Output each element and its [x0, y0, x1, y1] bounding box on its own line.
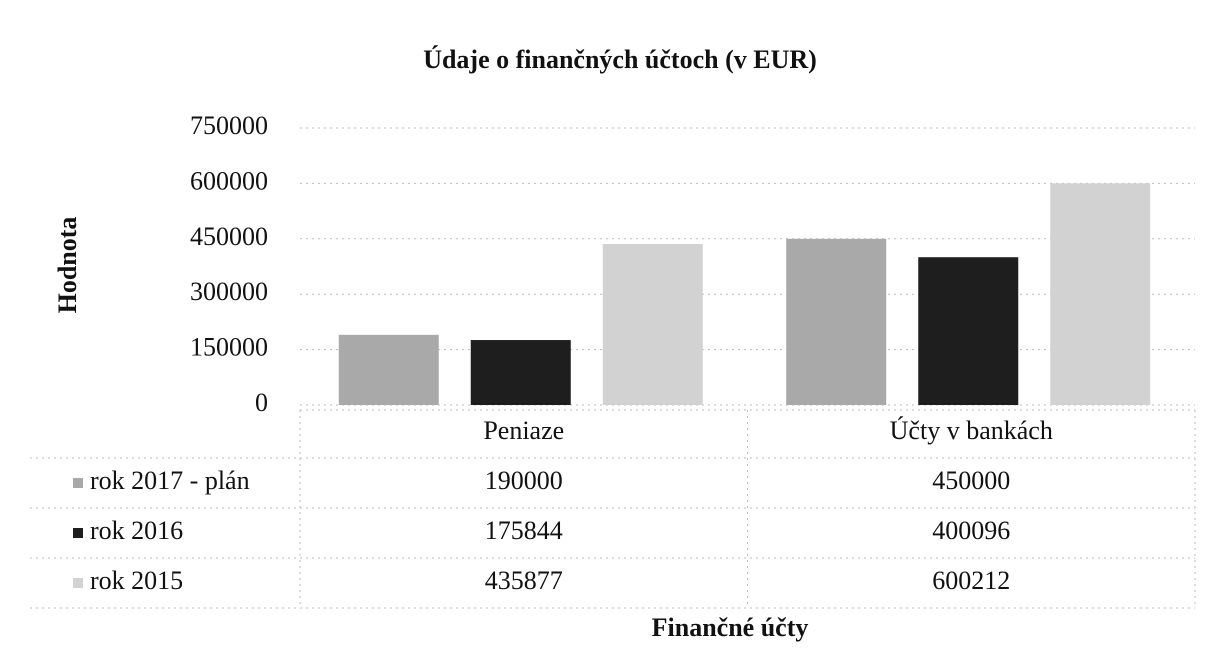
legend-label: rok 2015: [90, 566, 183, 595]
legend-key: [73, 528, 83, 538]
y-tick-label: 600000: [190, 166, 268, 195]
y-tick-label: 0: [255, 388, 268, 417]
chart-title: Údaje o finančných účtoch (v EUR): [423, 45, 817, 74]
table-value: 175844: [485, 516, 563, 545]
bar: [602, 244, 703, 405]
y-axis-title: Hodnota: [53, 217, 82, 314]
legend-key: [73, 478, 83, 488]
y-tick-label: 750000: [190, 111, 268, 140]
y-tick-label: 300000: [190, 277, 268, 306]
legend-key: [73, 578, 83, 588]
y-tick-label: 150000: [190, 333, 268, 362]
bar: [470, 340, 571, 405]
bar: [786, 238, 887, 405]
bar: [918, 257, 1019, 405]
x-tick-label: Účty v bankách: [890, 416, 1053, 445]
table-value: 435877: [485, 566, 563, 595]
y-tick-label: 450000: [190, 222, 268, 251]
table-value: 400096: [932, 516, 1010, 545]
x-tick-label: Peniaze: [483, 416, 564, 445]
bar: [338, 334, 439, 405]
table-value: 190000: [485, 466, 563, 495]
table-value: 450000: [932, 466, 1010, 495]
table-value: 600212: [932, 566, 1010, 595]
legend-label: rok 2017 - plán: [90, 466, 250, 495]
legend-label: rok 2016: [90, 516, 183, 545]
bar: [1050, 183, 1151, 405]
x-axis-title: Finančné účty: [652, 613, 809, 642]
